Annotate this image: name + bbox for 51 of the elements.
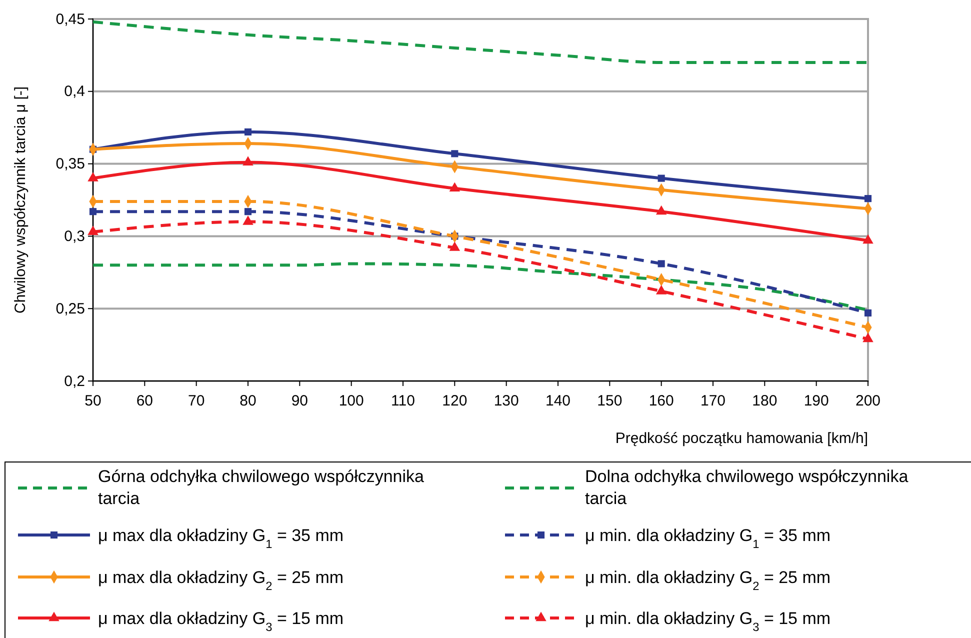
point bbox=[449, 182, 460, 192]
point bbox=[864, 309, 872, 316]
point bbox=[244, 128, 252, 136]
y-axis-title: Chwilowy współczynnik tarcia μ [-] bbox=[12, 86, 29, 314]
point bbox=[656, 205, 667, 215]
x-tick-label: 180 bbox=[752, 392, 778, 410]
y-tick-label: 0,2 bbox=[64, 372, 85, 390]
line-series bbox=[92, 20, 870, 64]
point bbox=[862, 332, 874, 342]
y-tick-label: 0,45 bbox=[56, 10, 85, 28]
legend-label: Górna odchyłka chwilowego współczynnika tarcia bbox=[98, 467, 425, 508]
x-tick-label: 100 bbox=[338, 392, 364, 410]
x-tick-label: 160 bbox=[648, 392, 674, 410]
legend-label: μ max dla okładziny G$_{1}$ = 35 mm bbox=[98, 526, 344, 551]
point bbox=[656, 285, 667, 294]
x-tick-label: 110 bbox=[391, 392, 415, 410]
point bbox=[88, 172, 98, 182]
x-tick-label: 170 bbox=[700, 392, 726, 410]
x-tick-label: 90 bbox=[291, 392, 308, 410]
legend-label: Dolna odchyłka chwilowego współczynnika tarcia bbox=[585, 467, 909, 508]
y-tick-label: 0,25 bbox=[56, 300, 85, 318]
y-tick-label: 0,4 bbox=[64, 83, 85, 100]
point bbox=[88, 226, 98, 235]
x-tick-label: 60 bbox=[136, 392, 154, 410]
x-tick-label: 50 bbox=[84, 392, 102, 410]
x-tick-label: 200 bbox=[855, 392, 881, 410]
legend-label: μ min. dla okładziny G$_{1}$ = 35 mm bbox=[585, 526, 831, 551]
point bbox=[658, 260, 665, 268]
x-tick-label: 120 bbox=[442, 392, 468, 410]
point bbox=[242, 216, 254, 225]
x-tick-label: 130 bbox=[494, 392, 519, 410]
legend-label: μ min. dla okładziny G$_{2}$ = 25 mm bbox=[585, 568, 831, 593]
point bbox=[242, 156, 254, 166]
legend-label: μ min. dla okładziny G$_{3}$ = 15 mm bbox=[585, 609, 831, 634]
y-tick-label: 0,35 bbox=[56, 156, 85, 173]
point bbox=[658, 174, 665, 182]
point bbox=[89, 208, 97, 216]
legend-label: μ max dla okładziny G$_{3}$ = 15 mm bbox=[98, 609, 344, 634]
y-tick-label: 0,3 bbox=[64, 228, 85, 245]
point bbox=[449, 242, 460, 251]
x-axis-title: Prędkość początku hamowania [km/h] bbox=[615, 430, 868, 447]
x-tick-label: 80 bbox=[240, 392, 256, 410]
x-tick-label: 140 bbox=[545, 392, 571, 410]
x-tick-label: 70 bbox=[188, 392, 205, 410]
x-tick-label: 150 bbox=[597, 392, 622, 410]
x-tick-label: 190 bbox=[804, 392, 829, 410]
point bbox=[244, 208, 252, 216]
legend-label: μ max dla okładziny G$_{2}$ = 25 mm bbox=[98, 568, 344, 593]
point bbox=[862, 234, 874, 244]
point bbox=[864, 195, 872, 202]
point bbox=[451, 150, 458, 158]
